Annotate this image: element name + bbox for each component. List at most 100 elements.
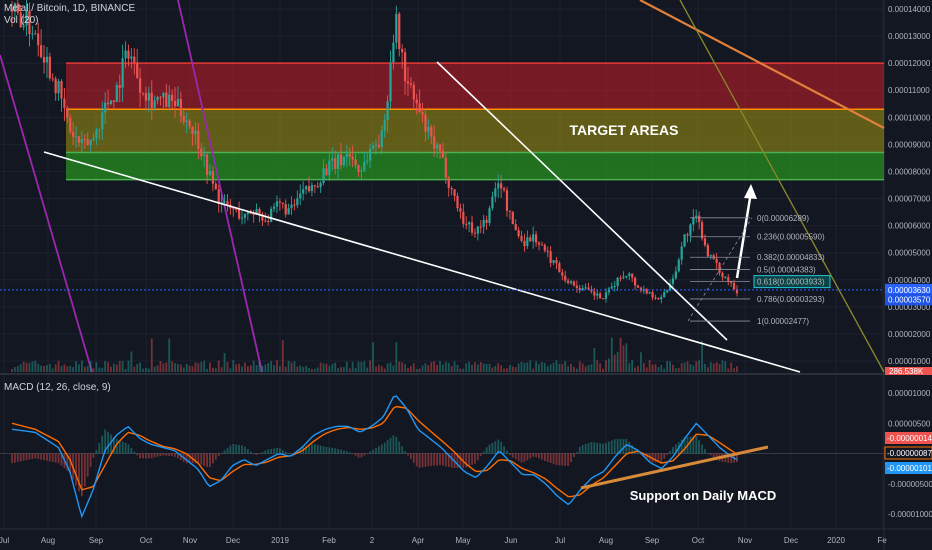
time-tick-label: Nov: [183, 536, 197, 545]
macd-histogram-bar: [424, 453, 427, 467]
candle-body: [147, 92, 150, 101]
time-tick-label: May: [455, 536, 470, 545]
volume-bar: [43, 366, 45, 372]
candle-body: [290, 204, 293, 209]
macd-tick-label: -0.00000500: [888, 480, 932, 489]
macd-histogram-bar: [28, 453, 31, 460]
candle-body: [549, 251, 552, 263]
macd-histogram-bar: [217, 453, 220, 457]
macd-histogram-bar: [200, 453, 203, 465]
volume-bar: [503, 368, 505, 372]
macd-histogram-bar: [471, 453, 473, 465]
macd-tick-label: 0.00001000: [888, 389, 931, 398]
candle-body: [25, 10, 28, 26]
price-tick-label: 0.00009000: [888, 140, 931, 149]
candle-body: [66, 107, 69, 118]
candle-body: [660, 296, 663, 300]
candle-body: [599, 293, 602, 299]
macd-value-tag: [884, 446, 932, 460]
candle-body: [185, 120, 188, 122]
volume-bar: [587, 365, 590, 372]
macd-histogram-bar: [383, 442, 386, 454]
candle-body: [334, 158, 337, 169]
current-price-tag[interactable]: [885, 283, 932, 296]
time-tick-label: Dec: [226, 536, 240, 545]
macd-histogram-bar: [442, 453, 444, 466]
volume-bar: [508, 364, 511, 372]
macd-histogram-bar: [599, 443, 602, 454]
macd-histogram-bar: [226, 447, 229, 454]
candle-body: [40, 45, 43, 58]
volume-bar: [276, 360, 278, 372]
time-axis[interactable]: Jul Aug Sep Oct Nov Dec 2019 Feb 2 Apr May Jun Jul Au…: [0, 536, 887, 545]
purple-diagonal-line: [177, 0, 263, 373]
macd-support-line[interactable]: [580, 445, 769, 490]
signal-line[interactable]: [11, 405, 738, 498]
volume-bar: [689, 364, 692, 372]
fib-retracement[interactable]: 0(0.00006289) 0.236(0.00005590) 0.382(0.00…: [687, 214, 831, 326]
price-tick-label: 0.00007000: [888, 195, 931, 204]
candle-body: [441, 150, 445, 158]
macd-histogram-bar: [468, 453, 471, 467]
candle-body: [610, 286, 613, 289]
macd-histogram-bar: [203, 453, 206, 466]
price-axis[interactable]: 0.00014000 0.00013000 0.00012000 0.00011000…: [884, 5, 932, 519]
volume-bar: [523, 362, 526, 372]
volume-bar: [375, 366, 377, 372]
macd-histogram-bar: [366, 453, 369, 455]
candle-body: [657, 297, 660, 300]
candle-body: [636, 285, 640, 288]
volume-bar: [287, 360, 290, 372]
macd-line[interactable]: [11, 395, 738, 519]
volume-bar: [217, 360, 220, 372]
time-tick-label: Aug: [599, 536, 613, 545]
volume-bar: [628, 363, 631, 372]
volume-bar: [383, 368, 386, 372]
volume-bar: [226, 362, 229, 372]
fib-level-label: 0.382(0.00004833): [757, 253, 825, 262]
macd-histogram-bar: [482, 451, 485, 454]
macd-histogram-bar: [43, 453, 45, 461]
target-zone-red: [66, 63, 884, 110]
macd-histogram-bar: [48, 453, 51, 462]
volume-bar: [546, 366, 549, 372]
volume-bar: [296, 366, 299, 372]
macd-histogram-bar: [145, 453, 147, 459]
candle-body: [674, 271, 677, 279]
resistance-trend-line[interactable]: [436, 61, 728, 341]
candle-body: [63, 98, 66, 108]
volume-bar: [666, 360, 669, 372]
macd-histogram-bar: [244, 446, 246, 454]
volume-bar: [640, 352, 642, 372]
macd-histogram-bar: [273, 448, 275, 454]
candle-body: [529, 237, 532, 242]
macd-pane[interactable]: [0, 395, 884, 519]
volume-bar: [255, 365, 258, 372]
candle-body: [514, 224, 517, 231]
volume-bar: [418, 368, 421, 372]
macd-histogram-bar: [223, 450, 226, 454]
candle-body: [447, 177, 450, 188]
volume-bar: [354, 368, 357, 372]
candlestick-series[interactable]: [10, 0, 739, 304]
time-tick-label: Jun: [505, 536, 518, 545]
macd-histogram-bar: [552, 453, 555, 464]
second-price-tag[interactable]: [885, 293, 932, 306]
macd-histogram-bar: [310, 444, 313, 454]
macd-histogram-bar: [351, 453, 354, 455]
volume-bar: [474, 362, 476, 372]
candle-body: [278, 201, 281, 203]
trend-lines[interactable]: [0, 61, 884, 373]
candle-body: [555, 260, 558, 264]
support-trend-line[interactable]: [43, 151, 801, 373]
macd-histogram-bar: [354, 453, 357, 456]
candle-body: [299, 193, 302, 199]
volume-bar: [491, 367, 494, 372]
candle-body: [121, 58, 124, 88]
volume-bar: [153, 366, 156, 372]
macd-histogram-bar: [31, 453, 34, 459]
candle-body: [427, 127, 430, 132]
candle-body: [631, 273, 634, 278]
candle-body: [732, 282, 736, 290]
